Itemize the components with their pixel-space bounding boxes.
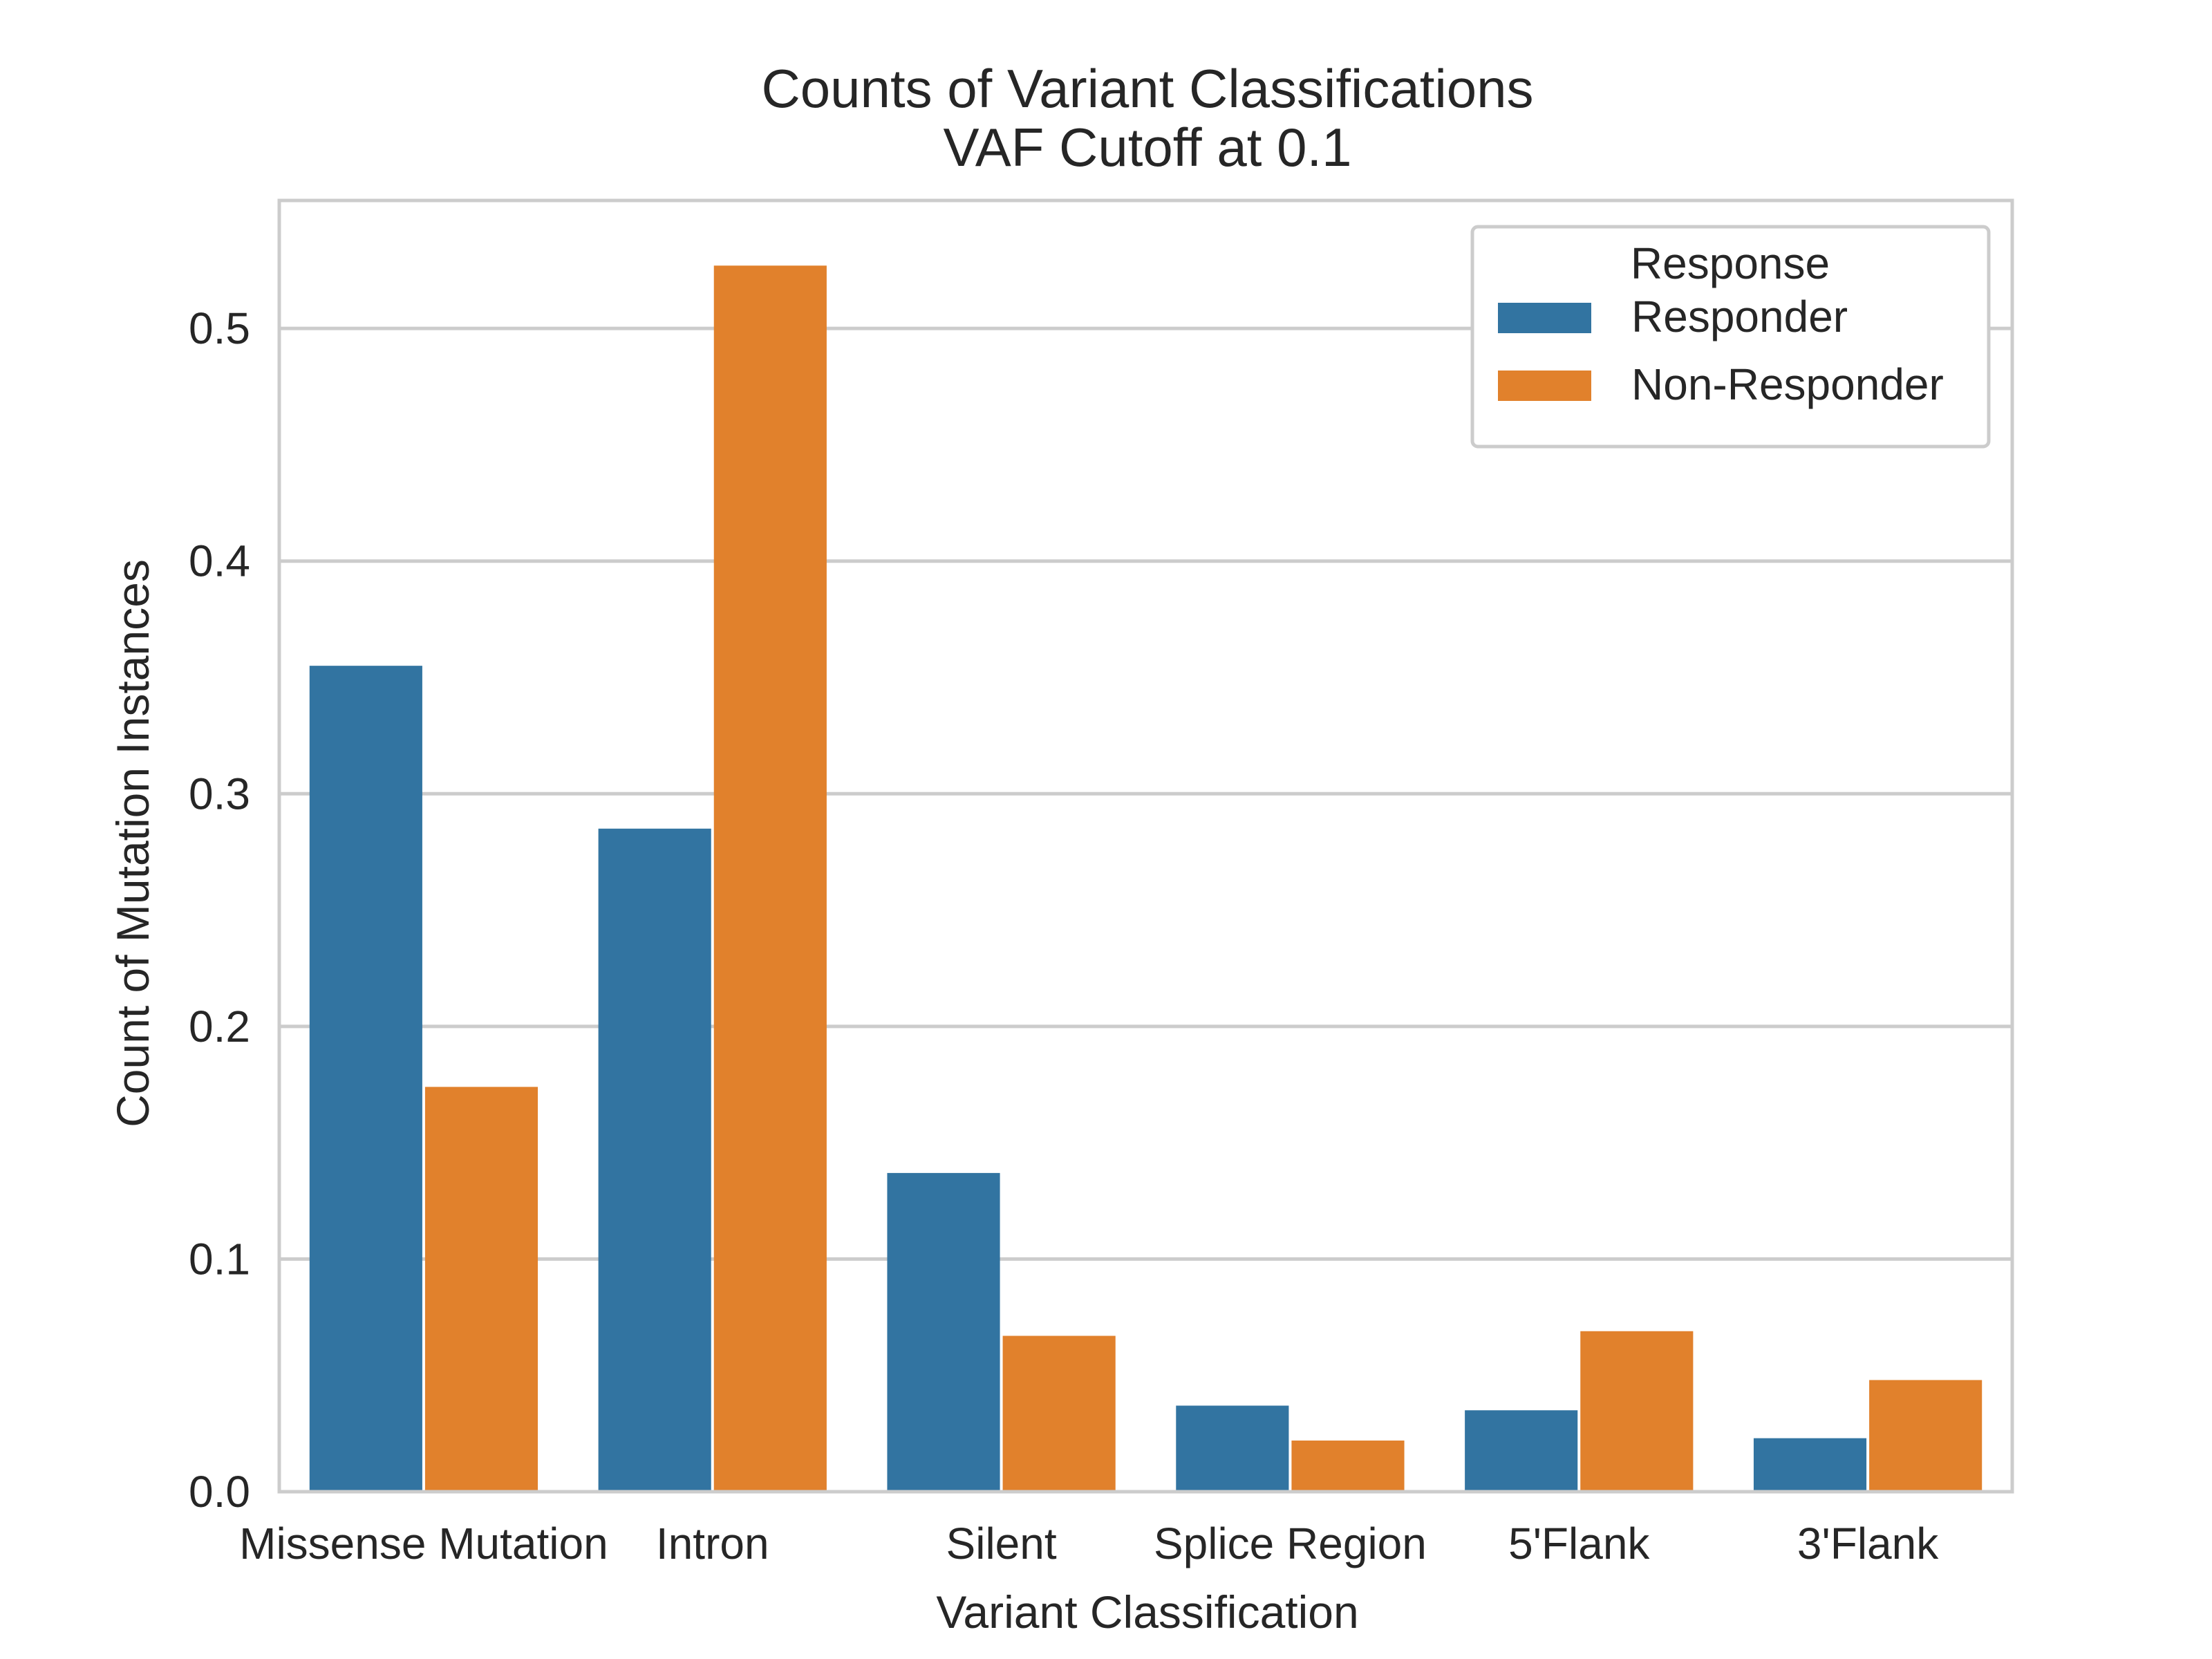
legend-label: Non-Responder: [1631, 359, 1944, 409]
bar-non-responder: [1291, 1440, 1405, 1492]
plot-frame: [277, 198, 2014, 1494]
bar-non-responder: [713, 265, 827, 1492]
bar-non-responder: [424, 1087, 538, 1492]
x-tick-label: 5'Flank: [1508, 1519, 1650, 1568]
chart-subtitle: VAF Cutoff at 0.1: [943, 117, 1351, 178]
x-tick-labels: Missense Mutation Intron Silent Splice Regi…: [239, 1519, 1939, 1568]
x-tick-label: Silent: [946, 1519, 1057, 1568]
bars: [309, 265, 1983, 1492]
legend-label: Responder: [1631, 292, 1848, 341]
bar-non-responder: [1869, 1380, 1983, 1492]
x-tick-label: Intron: [656, 1519, 769, 1568]
x-tick-label: 3'Flank: [1797, 1519, 1939, 1568]
bar-responder: [598, 828, 711, 1492]
bar-responder: [1465, 1410, 1578, 1492]
x-axis-label: Variant Classification: [936, 1586, 1358, 1638]
bar-responder: [1176, 1405, 1289, 1492]
chart-title: Counts of Variant Classifications: [761, 58, 1533, 119]
y-tick-label: 0.4: [189, 536, 250, 586]
legend: Response Responder Non-Responder: [1470, 225, 1991, 449]
bar-responder: [887, 1172, 1000, 1492]
legend-swatch: [1498, 303, 1591, 333]
x-tick-label: Missense Mutation: [239, 1519, 608, 1568]
bar-non-responder: [1002, 1335, 1116, 1492]
y-tick-label: 0.1: [189, 1234, 250, 1284]
legend-items: Responder Non-Responder: [1498, 292, 1944, 409]
bar-responder: [1753, 1438, 1867, 1492]
y-tick-label: 0.0: [189, 1467, 250, 1517]
legend-swatch: [1498, 371, 1591, 401]
y-tick-labels: 0.0 0.1 0.2 0.3 0.4 0.5: [189, 303, 250, 1517]
y-axis-label: Count of Mutation Instances: [107, 559, 158, 1127]
bar-non-responder: [1580, 1331, 1694, 1492]
y-tick-label: 0.3: [189, 769, 250, 818]
legend-frame: [1470, 225, 1991, 449]
x-tick-label: Splice Region: [1154, 1519, 1427, 1568]
grid-lines: [279, 326, 2012, 1261]
y-tick-label: 0.2: [189, 1002, 250, 1051]
legend-title: Response: [1631, 238, 1830, 288]
y-tick-label: 0.5: [189, 303, 250, 353]
bar-responder: [309, 666, 422, 1492]
